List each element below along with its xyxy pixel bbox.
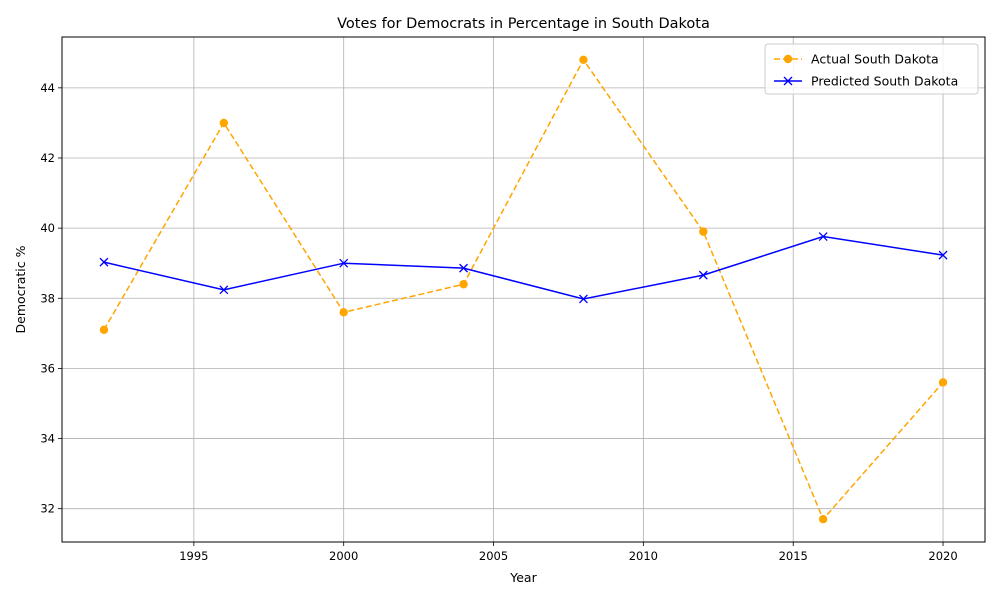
- data-point-predicted: [818, 232, 828, 242]
- legend-marker: [783, 54, 793, 64]
- x-tick-label: 2020: [928, 549, 957, 563]
- series-layer: [99, 55, 948, 524]
- data-point-predicted: [938, 250, 948, 260]
- data-point-predicted: [219, 285, 229, 295]
- y-tick-label: 32: [40, 502, 55, 516]
- data-point-actual: [459, 280, 468, 289]
- data-point-predicted: [578, 294, 588, 304]
- data-point-predicted: [99, 257, 109, 267]
- legend-box: [764, 43, 979, 95]
- plot-frame: [61, 36, 986, 543]
- data-point-predicted: [698, 270, 708, 280]
- series-line-0: [103, 58, 944, 521]
- x-tick-label: 1995: [179, 549, 208, 563]
- grid: [62, 37, 985, 542]
- legend: Actual South Dakota Predicted South Dakot…: [764, 43, 979, 95]
- series-line-1: [103, 235, 944, 300]
- x-tick-label: 2000: [329, 549, 358, 563]
- data-point-actual: [339, 308, 348, 317]
- y-tick-label: 42: [40, 151, 55, 165]
- x-tick-label: 2015: [779, 549, 808, 563]
- data-point-actual: [99, 325, 109, 335]
- data-point-actual: [219, 118, 229, 128]
- data-point-actual: [579, 55, 588, 64]
- data-point-predicted: [339, 258, 349, 268]
- chart-title: Votes for Democrats in Percentage in Sou…: [337, 16, 710, 32]
- data-point-predicted: [459, 263, 469, 273]
- legend-item: Actual South Dakota: [774, 52, 939, 67]
- x-tick-label: 2005: [479, 549, 508, 563]
- legend-label: Predicted South Dakota: [811, 74, 958, 89]
- data-point-actual: [818, 515, 828, 524]
- legend-item: Predicted South Dakota: [774, 74, 958, 89]
- x-axis-label: Year: [509, 570, 537, 585]
- y-tick-label: 34: [40, 432, 55, 446]
- y-tick-label: 36: [40, 361, 55, 375]
- data-point-actual: [938, 378, 948, 387]
- x-tick-label: 2010: [629, 549, 658, 563]
- data-point-actual: [699, 227, 708, 236]
- ticks: 1995 2000 2005 2010 2015 2020 32 34 36 38 40 42 44: [40, 81, 957, 563]
- y-tick-label: 40: [40, 221, 55, 235]
- y-tick-label: 38: [40, 291, 55, 305]
- y-axis-label: Democratic %: [13, 245, 28, 333]
- legend-label: Actual South Dakota: [811, 52, 939, 67]
- y-tick-label: 44: [40, 81, 55, 95]
